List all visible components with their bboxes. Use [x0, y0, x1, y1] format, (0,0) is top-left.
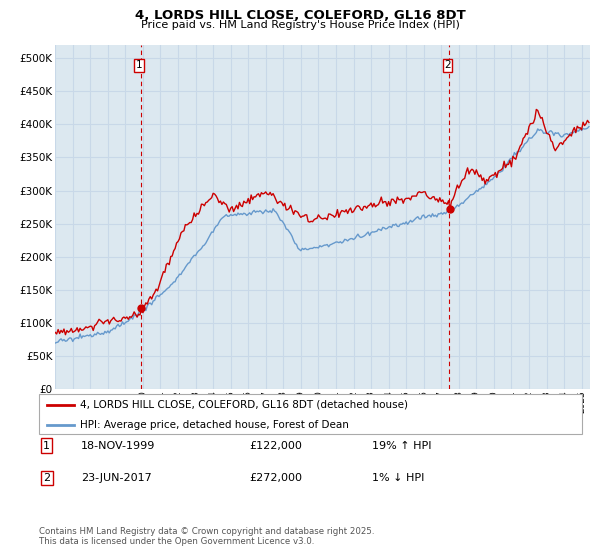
FancyBboxPatch shape: [39, 394, 582, 434]
Text: 4, LORDS HILL CLOSE, COLEFORD, GL16 8DT: 4, LORDS HILL CLOSE, COLEFORD, GL16 8DT: [134, 9, 466, 22]
Text: 1: 1: [136, 60, 142, 71]
Text: 2: 2: [43, 473, 50, 483]
Text: Price paid vs. HM Land Registry's House Price Index (HPI): Price paid vs. HM Land Registry's House …: [140, 20, 460, 30]
Text: 4, LORDS HILL CLOSE, COLEFORD, GL16 8DT (detached house): 4, LORDS HILL CLOSE, COLEFORD, GL16 8DT …: [80, 400, 408, 409]
Text: 23-JUN-2017: 23-JUN-2017: [81, 473, 152, 483]
Text: HPI: Average price, detached house, Forest of Dean: HPI: Average price, detached house, Fore…: [80, 420, 349, 430]
Text: 19% ↑ HPI: 19% ↑ HPI: [372, 441, 431, 451]
Text: £272,000: £272,000: [249, 473, 302, 483]
Text: 1% ↓ HPI: 1% ↓ HPI: [372, 473, 424, 483]
Text: £122,000: £122,000: [249, 441, 302, 451]
Text: 2: 2: [444, 60, 451, 71]
Text: 1: 1: [43, 441, 50, 451]
Text: Contains HM Land Registry data © Crown copyright and database right 2025.
This d: Contains HM Land Registry data © Crown c…: [39, 526, 374, 546]
Text: 18-NOV-1999: 18-NOV-1999: [81, 441, 155, 451]
